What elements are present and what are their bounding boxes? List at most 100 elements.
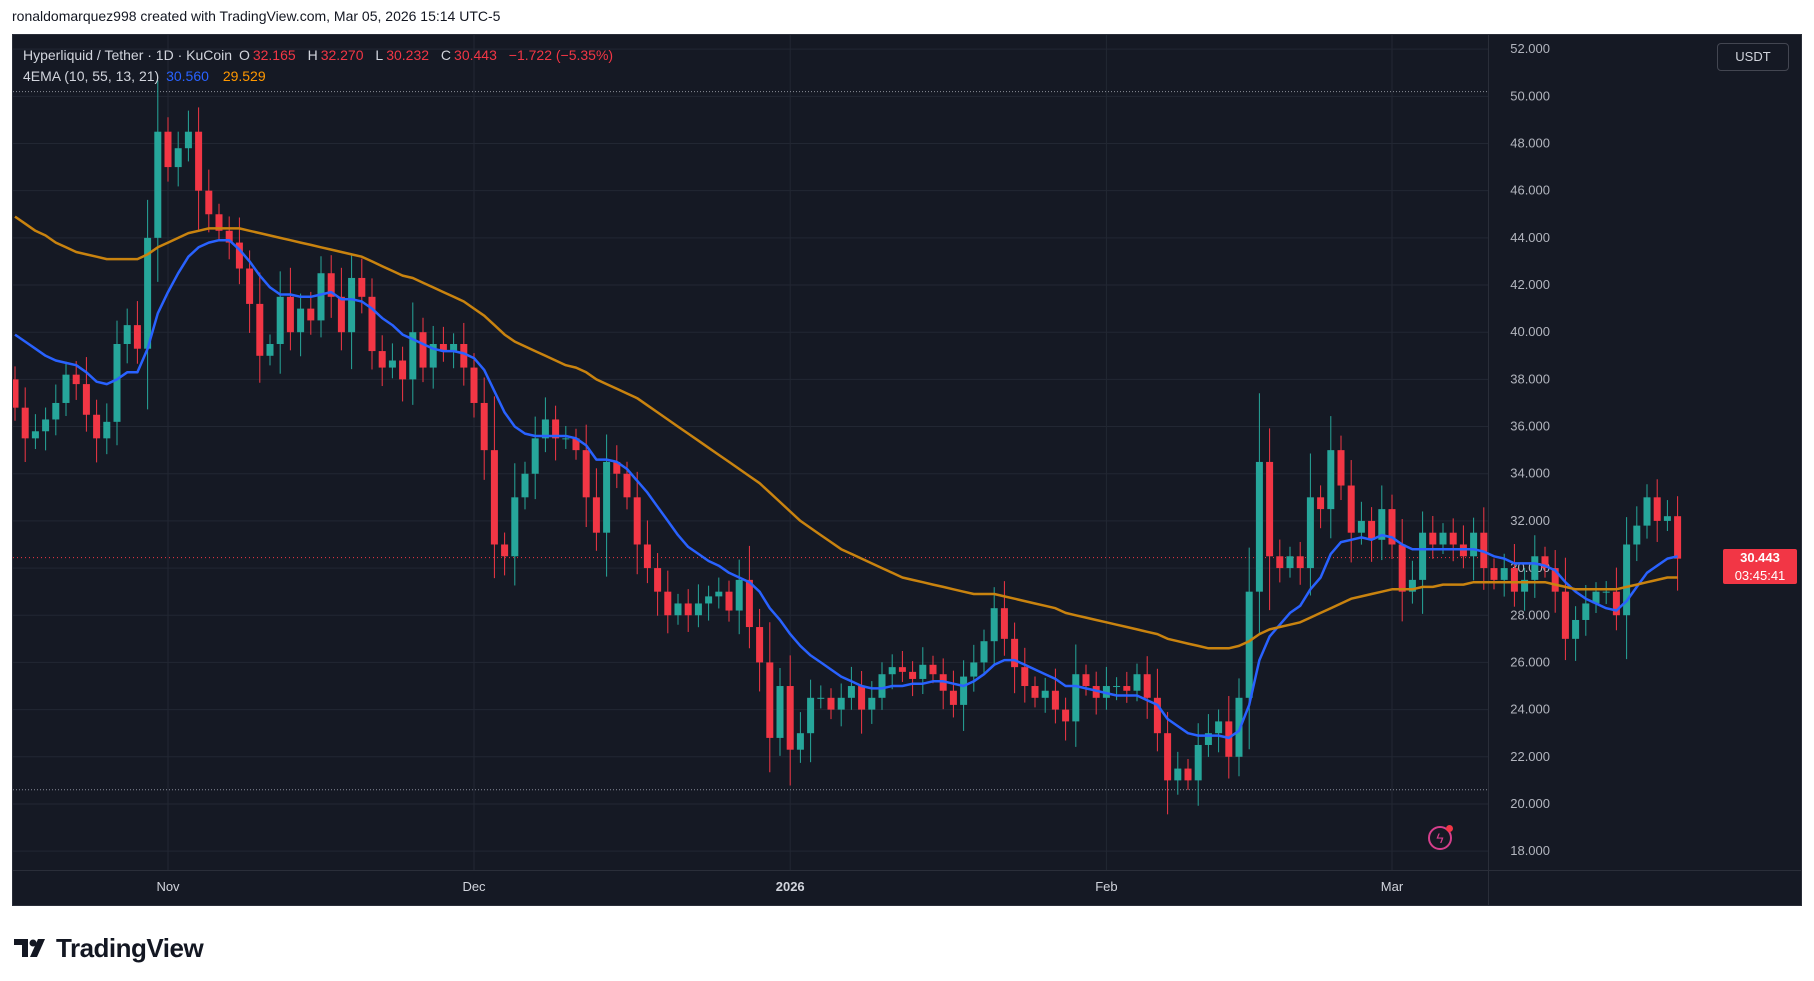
- y-tick-label: 42.000: [1510, 277, 1550, 292]
- candle-body: [1133, 674, 1141, 691]
- candle-body: [1347, 485, 1355, 533]
- symbol-label[interactable]: Hyperliquid / Tether · 1D · KuCoin: [23, 47, 233, 63]
- candle-body: [1031, 686, 1039, 698]
- candle-body: [643, 544, 651, 569]
- candle-body: [654, 568, 662, 592]
- candle-body: [562, 438, 570, 440]
- candle-body: [592, 497, 600, 533]
- y-tick-label: 48.000: [1510, 136, 1550, 151]
- candle-body: [62, 374, 70, 403]
- candle-body: [1041, 690, 1049, 698]
- candle-body: [715, 591, 723, 597]
- candle-body: [1510, 568, 1518, 592]
- candle-body: [419, 332, 427, 368]
- candle-body: [1398, 544, 1406, 592]
- candle-body: [674, 603, 682, 616]
- candle-body: [123, 325, 131, 344]
- candle-body: [297, 308, 305, 333]
- indicator-label[interactable]: 4EMA (10, 55, 13, 21): [23, 68, 160, 84]
- candle-body: [174, 148, 182, 168]
- candle-body: [21, 407, 29, 439]
- candle-body: [225, 230, 233, 243]
- candle-body: [756, 627, 764, 663]
- candle-body: [511, 497, 519, 557]
- lightning-icon[interactable]: ϟ: [1428, 825, 1453, 850]
- candle-body: [1164, 733, 1172, 781]
- candle-body: [1674, 516, 1682, 559]
- candle-body: [1368, 520, 1376, 540]
- y-tick-label: 24.000: [1510, 702, 1550, 717]
- currency-button[interactable]: USDT: [1717, 43, 1789, 71]
- candle-body: [378, 351, 386, 368]
- candle-body: [409, 332, 417, 380]
- candle-body: [898, 667, 906, 672]
- candle-body: [388, 360, 396, 368]
- candle-body: [82, 384, 90, 415]
- ema-fast-line: [14, 238, 1678, 740]
- high-value: 32.270: [320, 47, 364, 63]
- ema-slow-line: [14, 215, 1678, 650]
- candle-body: [93, 414, 101, 439]
- candle-body: [1602, 591, 1610, 593]
- y-tick-label: 50.000: [1510, 88, 1550, 103]
- candle-body: [103, 421, 111, 439]
- candle-body: [1521, 579, 1529, 592]
- candle-body: [399, 360, 407, 380]
- last-price-tag: 30.443 03:45:41: [1723, 548, 1797, 584]
- candle-body: [246, 268, 254, 304]
- notification-dot: [1446, 825, 1453, 832]
- candle-body: [694, 603, 702, 616]
- ema-slow-value: 29.529: [222, 68, 266, 84]
- tradingview-logo[interactable]: TradingView: [14, 930, 204, 966]
- candlestick-chart[interactable]: 18.00020.00022.00024.00026.00028.00030.0…: [13, 35, 1802, 906]
- candle-body: [164, 131, 172, 168]
- candle-body: [480, 402, 488, 451]
- last-price-value: 30.443: [1740, 549, 1780, 565]
- candle-body: [888, 667, 896, 675]
- change-value: −1.722 (−5.35%): [508, 47, 614, 63]
- candle-body: [1551, 568, 1559, 592]
- candle-body: [256, 303, 264, 356]
- candle-body: [1357, 520, 1365, 533]
- candle-body: [970, 662, 978, 677]
- candle-body: [786, 686, 794, 750]
- x-tick-label: Feb: [1095, 879, 1117, 894]
- candle-body: [490, 450, 498, 545]
- ema-fast-value: 30.560: [166, 68, 209, 84]
- candle-body: [1051, 690, 1059, 710]
- y-tick-label: 18.000: [1510, 843, 1550, 858]
- candle-body: [1592, 591, 1600, 604]
- candle-body: [1184, 768, 1192, 781]
- candle-body: [450, 343, 458, 352]
- candle-body: [1082, 674, 1090, 687]
- candle-body: [552, 419, 560, 439]
- candle-body: [1408, 579, 1416, 592]
- candle-body: [1439, 532, 1447, 545]
- candle-body: [317, 273, 325, 321]
- x-tick-label: Dec: [462, 879, 486, 894]
- chart-container[interactable]: 18.000 20.000 22.000 24.000 26.000 28.000 30.0…: [12, 34, 1802, 906]
- candle-body: [827, 697, 835, 710]
- y-tick-label: 44.000: [1510, 230, 1550, 245]
- chart-legend: Hyperliquid / Tether · 1D · KuCoin O 32.1…: [23, 45, 621, 87]
- brand-name: TradingView: [56, 932, 204, 963]
- candle-body: [154, 131, 162, 238]
- low-value: 30.232: [386, 47, 430, 63]
- y-tick-label: 34.000: [1510, 466, 1550, 481]
- candle-body: [1286, 556, 1294, 569]
- candle-body: [1490, 568, 1498, 580]
- candle-body: [1245, 591, 1253, 698]
- candle-body: [949, 690, 957, 705]
- candle-body: [837, 697, 845, 710]
- candle-body: [1072, 674, 1080, 722]
- candle-body: [1215, 721, 1223, 734]
- candle-body: [307, 308, 315, 321]
- candle-body: [133, 325, 141, 349]
- candle-body: [1429, 532, 1437, 545]
- candle-body: [276, 296, 284, 344]
- candle-body: [184, 131, 192, 149]
- candle-body: [1653, 497, 1661, 521]
- y-tick-label: 22.000: [1510, 749, 1550, 764]
- candle-body: [1011, 638, 1019, 668]
- candle-body: [633, 497, 641, 545]
